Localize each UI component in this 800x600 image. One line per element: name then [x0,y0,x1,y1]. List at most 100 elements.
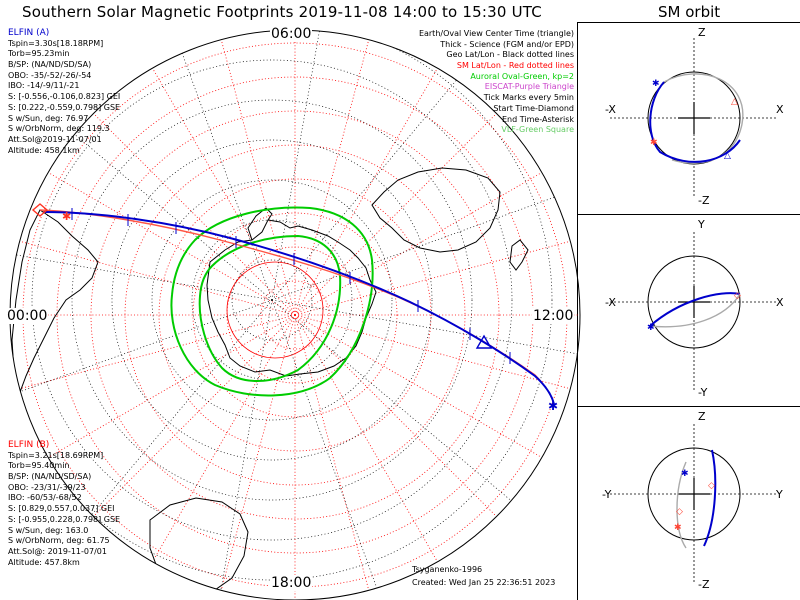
map-legend: Earth/Oval View Center Time (triangle) T… [419,29,574,136]
geo-lon-line [271,46,485,301]
elfin-a-line: S w/OrbNorm, deg: 119.3 [8,124,110,134]
sm-lon-line [34,314,296,466]
view-center-triangle [475,334,493,349]
legend-item: Geo Lat/Lon - Black dotted lines [446,50,574,60]
geo-lon-line [271,186,580,301]
mlt-label-top: 06:00 [270,26,313,42]
start-diamond [31,203,49,217]
geo-lon-line [10,242,273,301]
geo-lat-circle [231,259,313,341]
panel-1-label-bottom: -Z [698,194,710,207]
map-content: ✱✱ [10,30,580,600]
geo-lat-circle [10,30,553,581]
panel-1-label-left: -X [605,103,616,116]
elfin-a-line: Tspin=3.30s[18.18RPM] [8,38,104,48]
sm-lon-line [294,314,446,576]
elfin-b-line: B/SP: (NA/ND/SD/SA) [8,472,92,482]
divider-top [577,22,800,23]
credit-author: Tsyganenko-1996 [412,565,483,574]
geo-lon-line [271,299,580,358]
end-asterisk: ✱ [548,399,558,413]
elfin-b-track [39,209,555,406]
elfin-a-line: Att.Sol@2019-11-07/01 [8,134,102,144]
sm-lon-line [294,236,580,316]
geo-lon-line [158,30,273,301]
panel-2-label-left: -X [605,296,616,309]
panel-3-label-top: Z [698,410,706,423]
elfin-b-asterisk: ✱ [62,210,71,223]
legend-item: VLF-Green Square [501,125,574,135]
sm-lon-line [10,314,296,394]
sm-lon-line [294,314,556,466]
elfin-b-line: Att.Sol@: 2019-11-07/01 [8,546,107,556]
antarctica-coast [206,219,377,377]
sm-lon-line [294,102,508,316]
sm-lon-line [294,54,446,316]
elfin-b-line: IBO: -60/53/-68/52 [8,493,82,503]
panel-3-label-right: Y [776,488,783,501]
auroral-oval-inner [198,234,342,382]
geo-lon-line [214,299,273,600]
elfin-a-line: S w/Sun, deg: 76.97 [8,113,89,123]
panel-3-label-bottom: -Z [698,578,710,591]
panel-3-label-left: -Y [602,488,612,501]
legend-item: EISCAT-Purple Triangle [484,82,574,92]
elfin-b-line: S w/OrbNorm, deg: 61.75 [8,536,110,546]
sm-lat-circle [90,110,500,520]
elfin-b-line: OBO: -23/31/-39/23 [8,482,86,492]
geo-lat-circle [111,139,433,461]
new-zealand-coast [509,239,529,271]
legend-item: End Time-Asterisk [501,114,574,124]
elfin-a-line: OBO: -35/-52/-26/-54 [8,70,92,80]
geo-lon-line [271,30,330,301]
panel-2-label-right: X [776,296,784,309]
legend-item: SM Lat/Lon - Red dotted lines [456,61,574,71]
elfin-b-line: Altitude: 457.8km [8,557,80,567]
orbit-title: SM orbit [658,3,721,21]
sm-lon-line [294,30,374,316]
antarctic-peninsula [247,207,273,241]
elfin-b-name: ELFIN (B) [8,440,50,450]
sm-lat-circle [192,212,398,418]
sm-lon-line [294,314,374,600]
elfin-b-info: ELFIN (B) Tspin=3.21s[18.69RPM] Torb=95.… [8,440,120,568]
africa-coast [149,497,249,597]
panel-2-label-top: Y [698,218,705,231]
australia-coast [371,167,501,253]
page-title: Southern Solar Magnetic Footprints 2019-… [22,3,542,21]
geo-lat-circle [151,179,393,421]
credit-created: Created: Wed Jan 25 22:36:51 2023 [412,578,556,587]
legend-item: Tick Marks every 5min [483,93,574,103]
mlt-label-right: 12:00 [532,308,575,324]
geo-lon-line [59,299,273,554]
auroral-oval-outer [170,206,374,397]
elfin-a-line: Altitude: 458.1km [8,145,80,155]
sm-lon-line [144,314,296,576]
geo-lat-circle [71,99,473,501]
panel-2-label-bottom: -Y [698,386,708,399]
sm-lon-line [216,30,296,316]
elfin-a-line: IBO: -14/-9/11/-21 [8,81,80,91]
sm-lon-line [144,54,296,316]
elfin-a-line: S: [-0.556,-0.106,0.823] GEI [8,92,121,102]
sm-lat-circle [158,178,432,452]
elfin-a-info: ELFIN (A) Tspin=3.30s[18.18RPM] Torb=95.… [8,28,120,156]
mlt-label-left: 00:00 [6,308,49,324]
sm-lon-line [82,102,296,316]
geo-lat-circle [191,219,353,381]
legend-item: Auroral Oval-Green, kp=2 [470,71,574,81]
legend-item: Start Time-Diamond [493,103,574,113]
divider-vertical [577,22,578,600]
elfin-b-line: S w/Sun, deg: 163.0 [8,525,89,535]
sm-lon-line [34,164,296,316]
elfin-b-line: Tspin=3.21s[18.69RPM] [8,450,104,460]
sm-lon-line [294,314,580,394]
sm-lon-line [10,236,296,316]
elfin-a-line: B/SP: (NA/ND/SD/SA) [8,60,92,70]
geo-grid [10,30,580,600]
geo-lon-line [271,299,386,600]
sm-lon-line [216,314,296,600]
geo-lon-line [18,87,273,301]
south-america-coast [11,209,99,394]
elfin-a-line: S: [0.222,-0.559,0.798] GSE [8,102,121,112]
